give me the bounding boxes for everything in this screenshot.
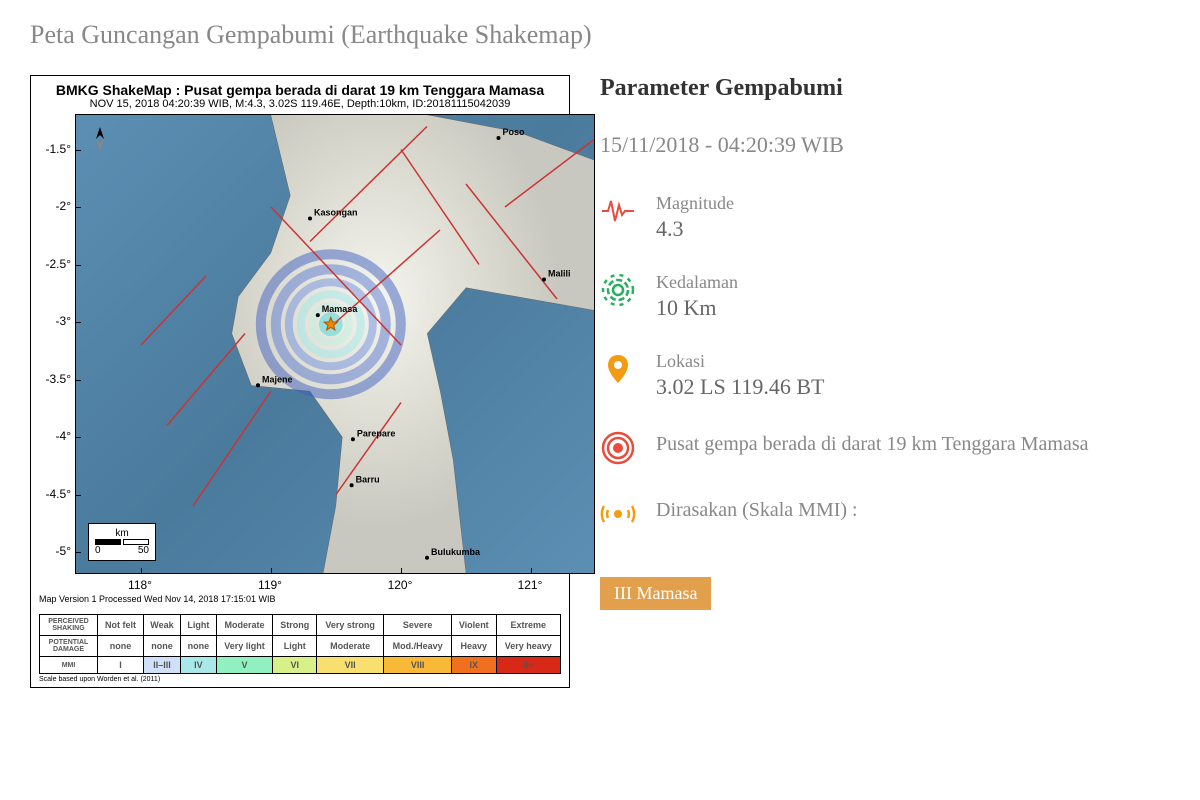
ytick-label: -3° xyxy=(39,314,71,328)
intensity-cell: none xyxy=(181,636,217,657)
depth-value: 10 Km xyxy=(656,295,1170,321)
intensity-cell: Strong xyxy=(273,615,317,636)
intensity-row-header: POTENTIAL DAMAGE xyxy=(40,636,98,657)
intensity-cell: Very light xyxy=(216,636,273,657)
intensity-cell: Not felt xyxy=(98,615,144,636)
param-felt: Dirasakan (Skala MMI) : xyxy=(600,496,1170,532)
svg-text:Parepare: Parepare xyxy=(357,428,396,438)
param-depth: Kedalaman 10 Km xyxy=(600,272,1170,321)
param-epicenter-desc: Pusat gempa berada di darat 19 km Tengga… xyxy=(600,430,1170,466)
intensity-cell: IX xyxy=(451,657,496,674)
xtick-label: 121° xyxy=(518,578,543,592)
ytick-label: -4.5° xyxy=(39,487,71,501)
intensity-row-header: MMI xyxy=(40,657,98,674)
shakemap-box: BMKG ShakeMap : Pusat gempa berada di da… xyxy=(30,75,570,688)
intensity-cell: V xyxy=(216,657,273,674)
intensity-cell: Light xyxy=(273,636,317,657)
intensity-cell: VI xyxy=(273,657,317,674)
location-value: 3.02 LS 119.46 BT xyxy=(656,374,1170,400)
svg-text:Kasongan: Kasongan xyxy=(314,208,358,218)
magnitude-icon xyxy=(600,193,636,229)
ytick-label: -1.5° xyxy=(39,142,71,156)
map-canvas: Poso Kasongan Mamasa Malili Majene Parepare Ba… xyxy=(75,114,595,574)
datetime: 15/11/2018 - 04:20:39 WIB xyxy=(600,132,1170,158)
intensity-cell: Light xyxy=(181,615,217,636)
map-title: BMKG ShakeMap : Pusat gempa berada di da… xyxy=(39,82,561,98)
felt-icon xyxy=(600,496,636,532)
intensity-cell: Moderate xyxy=(317,636,384,657)
intensity-cell: Extreme xyxy=(496,615,560,636)
intensity-cell: Mod./Heavy xyxy=(384,636,452,657)
intensity-cell: Very strong xyxy=(317,615,384,636)
ytick-label: -4° xyxy=(39,429,71,443)
intensity-cell: VIII xyxy=(384,657,452,674)
felt-label: Dirasakan (Skala MMI) : xyxy=(656,496,1170,524)
svg-text:Malili: Malili xyxy=(548,268,571,278)
intensity-cell: Moderate xyxy=(216,615,273,636)
intensity-legend-table: PERCEIVED SHAKINGNot feltWeakLightModera… xyxy=(39,614,561,674)
epicenter-icon xyxy=(600,430,636,466)
depth-label: Kedalaman xyxy=(656,272,1170,293)
intensity-cell: VII xyxy=(317,657,384,674)
content-row: BMKG ShakeMap : Pusat gempa berada di da… xyxy=(30,75,1170,688)
intensity-cell: Weak xyxy=(143,615,180,636)
intensity-cell: Very heavy xyxy=(496,636,560,657)
intensity-cell: none xyxy=(143,636,180,657)
depth-icon xyxy=(600,272,636,308)
scale-note: Scale based upon Worden et al. (2011) xyxy=(39,676,561,683)
location-label: Lokasi xyxy=(656,351,1170,372)
param-location: Lokasi 3.02 LS 119.46 BT xyxy=(600,351,1170,400)
svg-text:Mamasa: Mamasa xyxy=(322,304,359,314)
ytick-label: -2° xyxy=(39,199,71,213)
svg-text:Majene: Majene xyxy=(262,374,293,384)
intensity-cell: none xyxy=(98,636,144,657)
intensity-cell: X+ xyxy=(496,657,560,674)
epicenter-text: Pusat gempa berada di darat 19 km Tengga… xyxy=(656,430,1170,458)
ytick-label: -5° xyxy=(39,544,71,558)
map-footer: Map Version 1 Processed Wed Nov 14, 2018… xyxy=(39,594,561,604)
parameters-title: Parameter Gempabumi xyxy=(600,75,1170,102)
map-subtitle: NOV 15, 2018 04:20:39 WIB, M:4.3, 3.02S … xyxy=(39,98,561,110)
svg-text:Barru: Barru xyxy=(356,474,380,484)
intensity-row-header: PERCEIVED SHAKING xyxy=(40,615,98,636)
xtick-label: 119° xyxy=(258,578,282,592)
xtick-label: 120° xyxy=(388,578,413,592)
ytick-label: -3.5° xyxy=(39,372,71,386)
intensity-cell: Violent xyxy=(451,615,496,636)
svg-text:Poso: Poso xyxy=(503,127,526,137)
svg-text:Bulukumba: Bulukumba xyxy=(431,547,481,557)
intensity-cell: II–III xyxy=(143,657,180,674)
xtick-label: 118° xyxy=(128,578,152,592)
ytick-label: -2.5° xyxy=(39,257,71,271)
param-magnitude: Magnitude 4.3 xyxy=(600,193,1170,242)
scalebar: km050 xyxy=(88,523,156,561)
map-wrap: PosoKasonganMamasaMaliliMajeneParepareBa… xyxy=(75,114,561,574)
intensity-cell: Heavy xyxy=(451,636,496,657)
page-title: Peta Guncangan Gempabumi (Earthquake Sha… xyxy=(30,20,1170,50)
map-column: BMKG ShakeMap : Pusat gempa berada di da… xyxy=(30,75,570,688)
parameters-column: Parameter Gempabumi 15/11/2018 - 04:20:3… xyxy=(600,75,1170,688)
location-icon xyxy=(600,351,636,387)
intensity-cell: Severe xyxy=(384,615,452,636)
intensity-cell: IV xyxy=(181,657,217,674)
magnitude-label: Magnitude xyxy=(656,193,1170,214)
intensity-cell: I xyxy=(98,657,144,674)
magnitude-value: 4.3 xyxy=(656,216,1170,242)
mmi-badge: III Mamasa xyxy=(600,577,711,610)
